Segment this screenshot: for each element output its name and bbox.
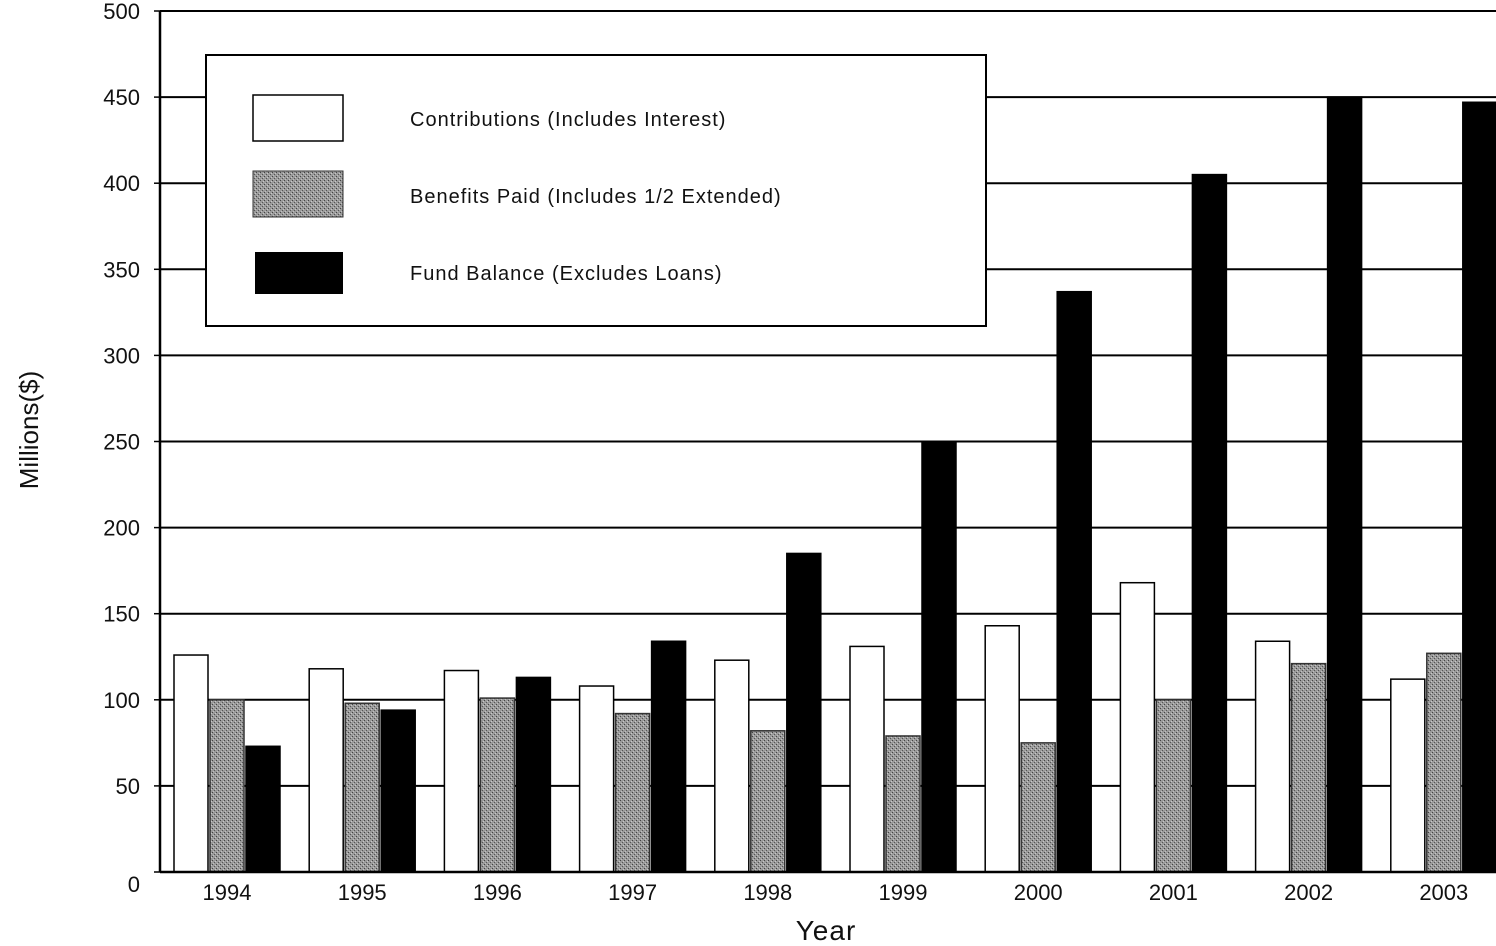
bar-contributions-1998 bbox=[714, 659, 750, 873]
y-axis-title: Millions($) bbox=[14, 371, 44, 489]
legend: Contributions (Includes Interest) Benefi… bbox=[205, 54, 987, 327]
bar-benefits-paid-1998 bbox=[750, 730, 786, 873]
bar-fund-balance-1995 bbox=[380, 709, 416, 873]
y-tick-label: 200 bbox=[103, 516, 140, 541]
bar-fund-balance-2001 bbox=[1191, 173, 1228, 873]
y-tick-label: 400 bbox=[103, 171, 140, 196]
y-tick-label: 500 bbox=[103, 0, 140, 24]
bar-benefits-paid-2003 bbox=[1426, 652, 1462, 873]
bar-contributions-1994 bbox=[173, 654, 209, 873]
legend-label-contributions: Contributions (Includes Interest) bbox=[410, 109, 726, 131]
bar-contributions-1996 bbox=[443, 669, 480, 873]
bar-benefits-paid-2001 bbox=[1155, 699, 1192, 873]
legend-swatch-fund-balance bbox=[255, 252, 343, 294]
x-tick-label: 1999 bbox=[879, 880, 928, 905]
axes bbox=[154, 10, 1496, 874]
bar-fund-balance-1999 bbox=[921, 440, 957, 873]
bar-benefits-paid-2000 bbox=[1020, 742, 1056, 873]
legend-label-benefits: Benefits Paid (Includes 1/2 Extended) bbox=[410, 186, 782, 208]
y-tick-label: 350 bbox=[103, 257, 140, 282]
bar-contributions-1995 bbox=[308, 668, 344, 873]
x-tick-label: 1996 bbox=[473, 880, 522, 905]
bar-fund-balance-1994 bbox=[245, 745, 281, 873]
bar-contributions-2000 bbox=[984, 625, 1020, 873]
x-tick-label: 1998 bbox=[743, 880, 792, 905]
bar-fund-balance-2000 bbox=[1056, 290, 1092, 873]
bar-contributions-1997 bbox=[578, 685, 615, 873]
legend-label-fund-balance: Fund Balance (Excludes Loans) bbox=[410, 263, 723, 285]
bar-fund-balance-1998 bbox=[786, 552, 822, 873]
y-tick-label: 450 bbox=[103, 85, 140, 110]
y-tick-label: 50 bbox=[116, 774, 140, 799]
bar-fund-balance-2003 bbox=[1462, 101, 1496, 873]
bar-contributions-1999 bbox=[849, 645, 885, 873]
bar-contributions-2001 bbox=[1119, 581, 1156, 873]
bar-benefits-paid-1997 bbox=[614, 712, 651, 873]
x-tick-label: 2000 bbox=[1014, 880, 1063, 905]
x-tick-label: 1994 bbox=[203, 880, 252, 905]
bar-fund-balance-1996 bbox=[515, 676, 552, 873]
x-tick-label: 2003 bbox=[1419, 880, 1468, 905]
bar-benefits-paid-1999 bbox=[885, 735, 921, 873]
y-tick-label: 0 bbox=[128, 872, 140, 897]
y-tick-label: 100 bbox=[103, 688, 140, 713]
legend-swatch-benefits bbox=[252, 170, 344, 218]
bar-benefits-paid-1995 bbox=[344, 702, 380, 873]
x-axis-title: Year bbox=[796, 915, 857, 946]
bar-contributions-2002 bbox=[1254, 640, 1291, 873]
legend-swatch-contributions bbox=[252, 94, 344, 142]
x-tick-label: 2002 bbox=[1284, 880, 1333, 905]
x-tick-label: 1995 bbox=[338, 880, 387, 905]
bar-benefits-paid-2002 bbox=[1290, 662, 1327, 873]
y-tick-label: 150 bbox=[103, 602, 140, 627]
bar-fund-balance-2002 bbox=[1326, 96, 1363, 873]
tick-labels: 0 50 100 150 200 250 300 350 400 450 500 1994 1995 19… bbox=[103, 0, 1468, 905]
bar-fund-balance-1997 bbox=[650, 640, 687, 873]
y-tick-label: 250 bbox=[103, 430, 140, 455]
bar-benefits-paid-1994 bbox=[209, 699, 245, 873]
x-tick-label: 2001 bbox=[1149, 880, 1198, 905]
bar-contributions-2003 bbox=[1390, 678, 1426, 873]
y-tick-label: 300 bbox=[103, 343, 140, 368]
bars bbox=[173, 96, 1496, 873]
bar-benefits-paid-1996 bbox=[479, 697, 516, 873]
x-tick-label: 1997 bbox=[608, 880, 657, 905]
